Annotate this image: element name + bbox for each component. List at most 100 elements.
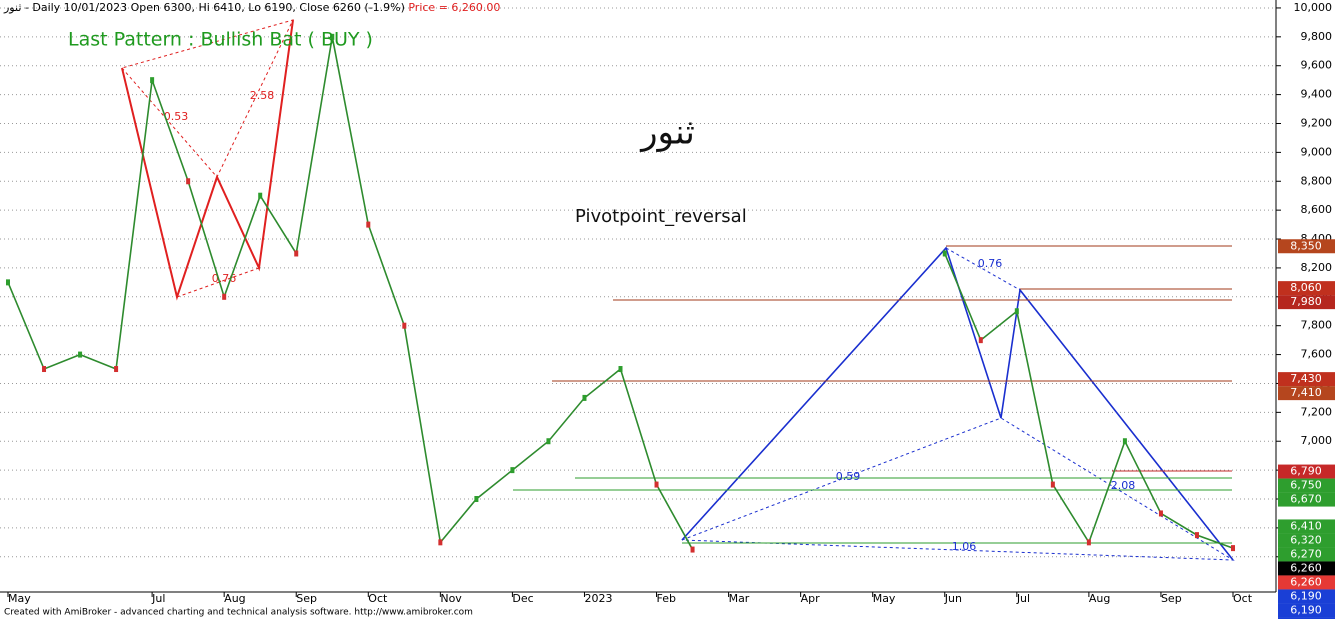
pattern-ratio: 2.08 <box>1111 479 1136 492</box>
price-point <box>438 539 443 546</box>
price-tag <box>1278 603 1335 618</box>
x-tick-label: Mar <box>729 592 750 605</box>
price-tag <box>1278 533 1335 548</box>
bat-pattern-old <box>121 19 294 301</box>
x-tick-label: Oct <box>1233 592 1253 605</box>
price-tag <box>1278 561 1335 576</box>
bat-pattern-last <box>681 246 1235 561</box>
price-tag-label: 8,350 <box>1290 239 1322 252</box>
x-tick-label: Oct <box>368 592 388 605</box>
y-tick-label: 9,600 <box>1301 59 1333 72</box>
pattern-ratios-lines <box>681 417 1235 561</box>
x-tick-label: Jun <box>944 592 962 605</box>
price-point <box>186 178 191 185</box>
price-label: Price = 6,260.00 <box>408 1 500 14</box>
y-tick-label: 7,800 <box>1301 319 1333 332</box>
price-tag <box>1278 239 1335 254</box>
system-name: Pivotpoint_reversal <box>575 206 747 227</box>
price-tag-label: 6,190 <box>1290 603 1322 616</box>
plot <box>6 33 1235 553</box>
price-tag <box>1278 478 1335 493</box>
footer: Created with AmiBroker - advanced charti… <box>4 608 473 618</box>
x-tick-label: Aug <box>224 592 245 605</box>
pattern-legs <box>681 246 1234 561</box>
x-tick-label: Sep <box>1161 592 1182 605</box>
price-tag <box>1278 295 1335 310</box>
price-point <box>546 438 551 445</box>
price-point <box>1050 481 1055 488</box>
price-point <box>366 221 371 228</box>
x-tick-label: May <box>873 592 896 605</box>
price-point <box>1122 438 1127 445</box>
price-tag-label: 8,060 <box>1290 281 1322 294</box>
price-tag <box>1278 372 1335 387</box>
x-tick-label: Jul <box>1016 592 1030 605</box>
price-point <box>654 481 659 488</box>
y-tick-label: 10,000 <box>1294 1 1333 14</box>
x-tick-label: 2023 <box>584 592 612 605</box>
price-tag <box>1278 281 1335 296</box>
pattern-title: Last Pattern : Bullish Bat ( BUY ) <box>68 29 373 51</box>
price-tag <box>1278 575 1335 590</box>
price-point <box>1194 532 1199 539</box>
grid <box>0 7 1276 558</box>
price-point <box>474 496 479 503</box>
price-tag <box>1278 492 1335 507</box>
y-tick-label: 9,200 <box>1301 116 1333 129</box>
price-tag-label: 6,270 <box>1290 547 1322 560</box>
pattern-ratio: 0.53 <box>164 110 189 123</box>
price-tag <box>1278 589 1335 604</box>
price-tag-label: 6,260 <box>1290 561 1322 574</box>
price-point <box>978 337 983 344</box>
x-tick-label: Apr <box>801 592 821 605</box>
price-tag <box>1278 617 1335 619</box>
y-tick-label: 9,800 <box>1301 30 1333 43</box>
price-point <box>42 366 47 373</box>
price-tag <box>1278 519 1335 534</box>
price-tag <box>1278 386 1335 401</box>
price-tag-label: 6,260 <box>1290 575 1322 588</box>
pattern-ratios-lines <box>121 19 294 178</box>
price-point <box>1014 308 1019 315</box>
y-tick-label: 8,600 <box>1301 203 1333 216</box>
price-tag-label: 6,790 <box>1290 465 1322 478</box>
price-point <box>258 192 263 199</box>
pattern-ratio-line <box>176 267 260 298</box>
x-tick-label: Nov <box>440 592 462 605</box>
y-tick-label: 8,800 <box>1301 174 1333 187</box>
price-point <box>402 322 407 329</box>
price-tag-label: 7,410 <box>1290 386 1322 399</box>
pattern-ratio: 0.76 <box>978 257 1003 270</box>
pattern-ratio: 2.58 <box>250 89 275 102</box>
price-tag-label: 6,670 <box>1290 493 1322 506</box>
price-point <box>942 250 947 257</box>
price-point <box>1158 510 1163 517</box>
price-point <box>294 250 299 257</box>
x-tick-label: Jul <box>151 592 165 605</box>
pattern-ratio: 1.06 <box>952 540 977 553</box>
x-tick-label: May <box>8 592 31 605</box>
x-tick-label: Aug <box>1089 592 1110 605</box>
price-tag <box>1278 547 1335 562</box>
price-point <box>1231 545 1235 552</box>
price-point <box>78 351 83 358</box>
y-tick-label: 7,600 <box>1301 348 1333 361</box>
price-point <box>1086 539 1091 546</box>
price-tag-label: 6,190 <box>1290 589 1322 602</box>
header-info: ثنور - Daily 10/01/2023 Open 6300, Hi 64… <box>3 1 405 14</box>
symbol: ثنور <box>639 113 695 153</box>
price-tag-label: 6,750 <box>1290 479 1322 492</box>
price-point <box>510 467 515 474</box>
pattern-ratio: 0.59 <box>836 470 861 483</box>
price-point <box>618 366 623 373</box>
price-point <box>150 77 155 84</box>
price-tag-label: 7,980 <box>1290 295 1322 308</box>
x-tick-label: Feb <box>657 592 676 605</box>
x-tick-label: Sep <box>296 592 317 605</box>
pattern-ratio-line <box>945 247 1021 291</box>
y-tick-label: 7,200 <box>1301 405 1333 418</box>
price-tag-label: 6,190 <box>1290 617 1322 619</box>
price-point <box>582 394 587 401</box>
